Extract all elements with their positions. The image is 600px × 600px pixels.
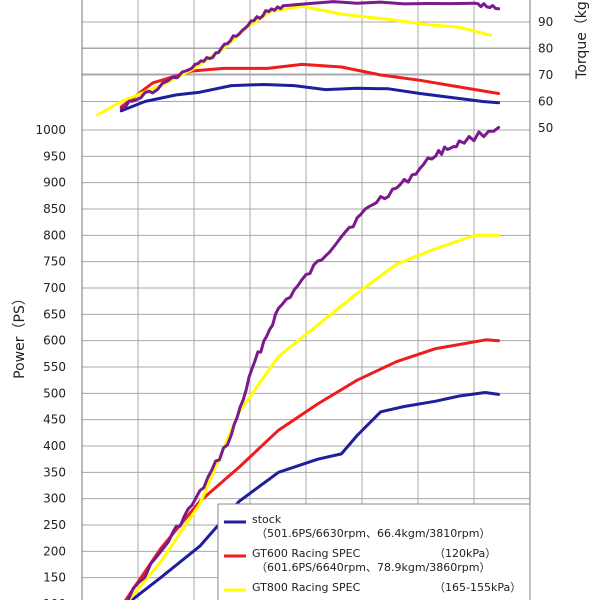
left-tick-label: 650 — [43, 307, 66, 321]
left-tick-label: 900 — [43, 176, 66, 190]
left-tick-label: 1000 — [35, 123, 66, 137]
right-tick-label: 80 — [538, 42, 553, 56]
power-line-series-4 — [126, 125, 501, 600]
left-tick-label: 750 — [43, 255, 66, 269]
left-tick-label: 300 — [43, 492, 66, 506]
legend-pressure: （120kPa） — [434, 547, 496, 560]
left-tick-label: 200 — [43, 544, 66, 558]
left-tick-label: 500 — [43, 386, 66, 400]
left-tick-label: 250 — [43, 518, 66, 532]
legend-box — [217, 503, 531, 600]
y-axis-title-power: Power（PS） — [12, 291, 28, 379]
left-tick-label: 850 — [43, 202, 66, 216]
legend-label: GT800 Racing SPEC — [252, 581, 361, 594]
left-tick-label: 350 — [43, 465, 66, 479]
plot-frame — [81, 0, 531, 600]
power-line-gt600-racing-spec — [123, 338, 501, 600]
grid — [81, 0, 531, 600]
torque-line-gt600-racing-spec — [119, 62, 501, 109]
legend-pressure: （165-155kPa） — [434, 581, 521, 594]
left-tick-label: 700 — [43, 281, 66, 295]
legend-detail: （601.6PS/6640rpm、78.9kgm/3860rpm） — [256, 561, 491, 574]
legend-label: stock — [252, 513, 282, 526]
right-tick-label: 90 — [538, 15, 553, 29]
right-tick-label: 70 — [538, 68, 553, 82]
right-tick-label: 60 — [538, 95, 553, 109]
left-tick-label: 800 — [43, 228, 66, 242]
legend: stock（501.6PS/6630rpm、66.4kgm/3810rpm） GT… — [217, 503, 531, 600]
left-tick-label: 600 — [43, 334, 66, 348]
power-line-stock — [129, 391, 501, 600]
legend-label: GT600 Racing SPEC — [252, 547, 361, 560]
y-axis-title-torque: Torque（kg — [574, 1, 590, 80]
tick-labels: 1000 950 900 850 800 750 700 650 600 550 500 450 400… — [35, 15, 553, 600]
series-lines — [96, 0, 501, 600]
left-tick-label: 450 — [43, 413, 66, 427]
left-tick-label: 400 — [43, 439, 66, 453]
left-tick-label: 550 — [43, 360, 66, 374]
right-tick-label: 50 — [538, 121, 553, 135]
left-tick-label: 950 — [43, 149, 66, 163]
legend-detail: （501.6PS/6630rpm、66.4kgm/3810rpm） — [256, 527, 491, 540]
torque-line-stock — [119, 83, 501, 113]
left-tick-label: 100 — [43, 597, 66, 600]
power-line-gt800-racing-spec — [127, 233, 501, 600]
torque-line-series-4 — [119, 0, 501, 110]
left-tick-label: 150 — [43, 571, 66, 585]
